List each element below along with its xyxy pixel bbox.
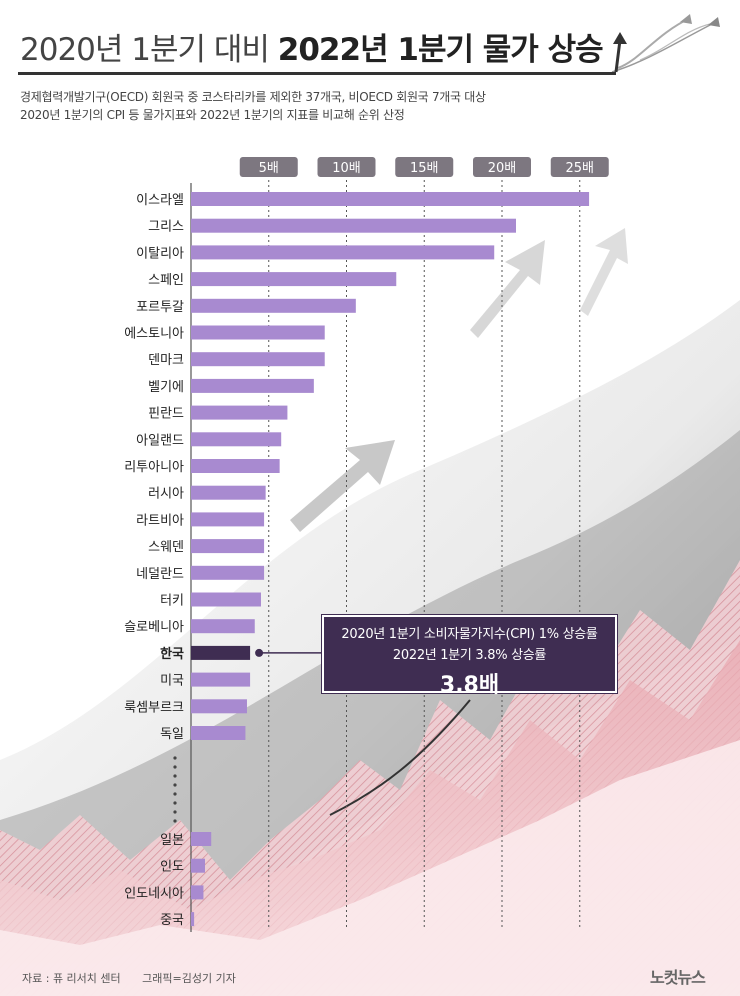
bar bbox=[191, 272, 397, 287]
footer: 자료 : 퓨 리서치 센터 그래픽=김성기 기자 bbox=[22, 970, 254, 986]
category-label: 라트비아 bbox=[136, 513, 184, 528]
title-part2: 2022년 1분기 물가 상승 bbox=[277, 32, 604, 68]
category-label: 일본 bbox=[160, 833, 184, 848]
tick-label: 10배 bbox=[332, 161, 361, 176]
category-label: 스웨덴 bbox=[148, 540, 184, 555]
callout-box: 2020년 1분기 소비자물가지수(CPI) 1% 상승률 2022년 1분기 … bbox=[322, 615, 617, 698]
category-label: 슬로베니아 bbox=[124, 620, 184, 635]
callout-line1: 2020년 1분기 소비자물가지수(CPI) 1% 상승률 bbox=[341, 627, 598, 642]
bar bbox=[191, 459, 280, 473]
category-label: 포르투갈 bbox=[136, 300, 184, 315]
title-part1: 2020년 1분기 대비 bbox=[20, 32, 270, 68]
category-label: 아일랜드 bbox=[136, 433, 184, 448]
bar bbox=[191, 645, 251, 660]
bar bbox=[191, 192, 590, 206]
category-label: 인도네시아 bbox=[124, 886, 184, 901]
subtitle-line2: 2020년 1분기의 CPI 등 물가지표와 2022년 1분기의 지표를 비교… bbox=[20, 108, 405, 122]
tick-badge bbox=[239, 157, 298, 177]
category-label: 인도 bbox=[160, 860, 184, 875]
tick-badge bbox=[550, 157, 609, 177]
ellipsis-dot bbox=[173, 765, 177, 769]
category-label: 한국 bbox=[160, 646, 184, 662]
category-label: 네덜란드 bbox=[136, 567, 184, 582]
bar bbox=[191, 912, 195, 927]
bar bbox=[191, 858, 205, 873]
bar bbox=[191, 485, 266, 500]
bar bbox=[191, 378, 314, 393]
title-underline bbox=[18, 72, 616, 75]
bar bbox=[191, 325, 325, 340]
ellipsis-dot bbox=[173, 810, 177, 814]
ellipsis-dot bbox=[173, 756, 177, 760]
category-label: 이탈리아 bbox=[136, 246, 184, 261]
bar bbox=[191, 832, 212, 846]
source-text: 자료 : 퓨 리서치 센터 bbox=[22, 972, 121, 985]
bar bbox=[191, 352, 325, 367]
callout-line2: 2022년 1분기 3.8% 상승률 bbox=[392, 648, 547, 663]
category-label: 독일 bbox=[160, 727, 184, 742]
category-label: 스페인 bbox=[148, 273, 184, 288]
credit-text: 그래픽=김성기 기자 bbox=[142, 972, 236, 985]
tick-label: 15배 bbox=[410, 161, 439, 176]
subtitle: 경제협력개발기구(OECD) 회원국 중 코스타리카를 제외한 37개국, 비O… bbox=[20, 88, 486, 124]
publisher-logo: 노컷뉴스 bbox=[650, 968, 706, 987]
tick-badge bbox=[473, 157, 531, 177]
bar bbox=[191, 699, 247, 714]
bar bbox=[191, 885, 204, 900]
bar bbox=[191, 218, 516, 233]
tick-label: 25배 bbox=[565, 161, 594, 176]
tick-label: 5배 bbox=[259, 161, 279, 176]
ellipsis-dot bbox=[173, 783, 177, 787]
bar bbox=[191, 619, 255, 634]
callout-value: 3.8배 bbox=[439, 673, 500, 698]
ellipsis-dot bbox=[173, 801, 177, 805]
category-label: 터키 bbox=[160, 594, 184, 609]
tick-badge bbox=[395, 157, 454, 177]
bar bbox=[191, 245, 495, 260]
bar bbox=[191, 512, 265, 527]
bar bbox=[191, 298, 356, 313]
bar bbox=[191, 405, 288, 420]
tick-badge bbox=[317, 157, 376, 177]
page-title: 2020년 1분기 대비 2022년 1분기 물가 상승 bbox=[20, 24, 604, 69]
bar bbox=[191, 539, 265, 554]
bar bbox=[191, 592, 261, 607]
bar bbox=[191, 672, 251, 687]
category-label: 벨기에 bbox=[148, 380, 184, 395]
category-label: 미국 bbox=[160, 674, 184, 689]
bar bbox=[191, 432, 282, 447]
category-label: 덴마크 bbox=[148, 353, 184, 368]
category-label: 중국 bbox=[160, 913, 184, 928]
category-label: 러시아 bbox=[148, 487, 184, 502]
bar bbox=[191, 726, 246, 740]
ellipsis-dot bbox=[173, 774, 177, 778]
category-label: 룩셈부르크 bbox=[124, 700, 184, 715]
callout-dot bbox=[255, 648, 264, 657]
bar bbox=[191, 565, 265, 580]
category-label: 그리스 bbox=[148, 220, 184, 235]
ellipsis-dot bbox=[173, 792, 177, 796]
subtitle-line1: 경제협력개발기구(OECD) 회원국 중 코스타리카를 제외한 37개국, 비O… bbox=[20, 90, 486, 104]
tick-label: 20배 bbox=[488, 161, 517, 176]
category-label: 리투아니아 bbox=[124, 460, 184, 475]
category-label: 에스토니아 bbox=[124, 327, 184, 342]
ellipsis-dot bbox=[173, 819, 177, 823]
category-label: 이스라엘 bbox=[136, 193, 184, 208]
category-label: 핀란드 bbox=[148, 407, 184, 422]
